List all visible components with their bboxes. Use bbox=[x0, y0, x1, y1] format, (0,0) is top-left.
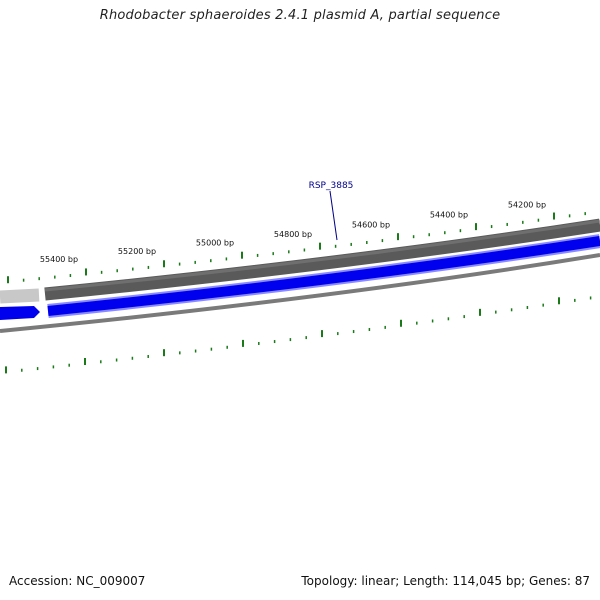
outer-tick-marks bbox=[7, 212, 586, 284]
scale-label: 54600 bp bbox=[352, 220, 390, 229]
forward-strand-band-highlight bbox=[44, 219, 600, 292]
scale-label: 54400 bp bbox=[430, 211, 468, 220]
scale-label: 54800 bp bbox=[274, 230, 312, 239]
page-title: Rhodobacter sphaeroides 2.4.1 plasmid A,… bbox=[99, 8, 501, 23]
scale-label: 54200 bp bbox=[508, 200, 546, 209]
topology-summary: Topology: linear; Length: 114,045 bp; Ge… bbox=[301, 574, 590, 588]
gene-body-fill[interactable] bbox=[47, 236, 600, 316]
accession-text: Accession: NC_009007 bbox=[9, 574, 146, 588]
inner-ring bbox=[0, 253, 600, 333]
scale-label: 55400 bp bbox=[40, 255, 78, 264]
inner-tick-marks bbox=[5, 296, 592, 374]
gene-label-rsp-3885[interactable]: RSP_3885 bbox=[309, 181, 354, 191]
scale-label: 55000 bp bbox=[196, 239, 234, 248]
gene-label-leader bbox=[329, 190, 338, 241]
forward-strand-band-light bbox=[0, 288, 40, 304]
gene-arrow[interactable] bbox=[0, 306, 40, 320]
forward-strand-band bbox=[44, 218, 600, 301]
scale-label: 55200 bp bbox=[118, 247, 156, 256]
scale-labels: 55400 bp 55200 bp 55000 bp 54800 bp 54600 bp… bbox=[40, 200, 546, 264]
